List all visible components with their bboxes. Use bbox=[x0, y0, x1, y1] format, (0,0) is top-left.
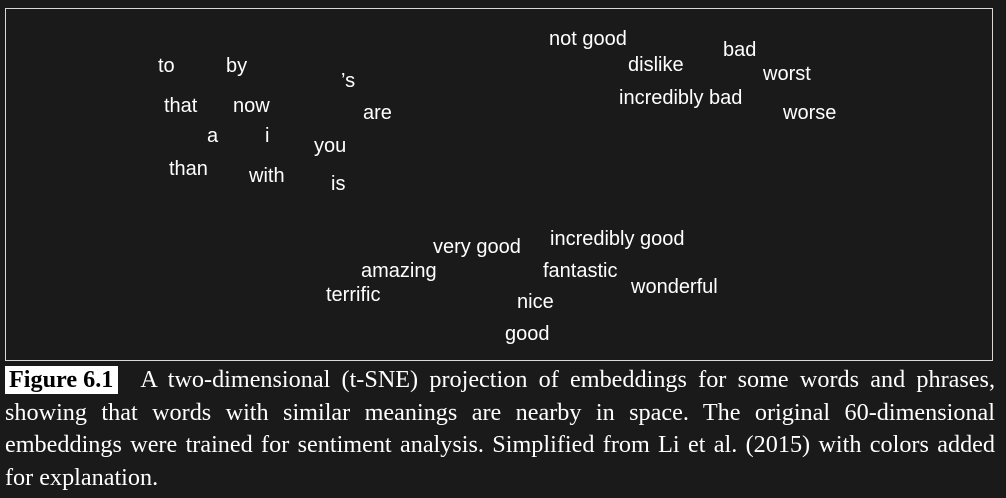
figure-caption: Figure 6.1 A two-dimensional (t-SNE) proj… bbox=[5, 364, 995, 494]
word-you: you bbox=[314, 135, 347, 157]
word-than: than bbox=[169, 158, 208, 180]
word-incredibly-good: incredibly good bbox=[550, 228, 685, 250]
word-that: that bbox=[164, 95, 198, 117]
word-are: are bbox=[363, 102, 392, 124]
word-wonderful: wonderful bbox=[631, 276, 718, 298]
word-worse: worse bbox=[783, 102, 837, 124]
word-incredibly-bad: incredibly bad bbox=[619, 87, 743, 109]
word-not-good: not good bbox=[549, 28, 627, 50]
figure-label: Figure 6.1 bbox=[5, 366, 119, 394]
word-now: now bbox=[233, 95, 270, 117]
word-with: with bbox=[249, 165, 285, 187]
word-s: ’s bbox=[341, 70, 356, 92]
word-is: is bbox=[331, 173, 346, 195]
word-fantastic: fantastic bbox=[543, 260, 618, 282]
word-i: i bbox=[265, 125, 270, 147]
word-bad: bad bbox=[723, 39, 757, 61]
word-very-good: very good bbox=[433, 236, 521, 258]
word-a: a bbox=[207, 125, 219, 147]
word-good: good bbox=[505, 323, 550, 345]
word-terrific: terrific bbox=[326, 284, 381, 306]
word-to: to bbox=[158, 55, 175, 77]
word-dislike: dislike bbox=[628, 54, 684, 76]
embedding-plot bbox=[5, 8, 993, 361]
word-by: by bbox=[226, 55, 248, 77]
word-nice: nice bbox=[517, 291, 554, 313]
caption-text: A two-dimensional (t-SNE) projection of … bbox=[5, 366, 995, 491]
word-amazing: amazing bbox=[361, 260, 437, 282]
word-worst: worst bbox=[763, 63, 811, 85]
